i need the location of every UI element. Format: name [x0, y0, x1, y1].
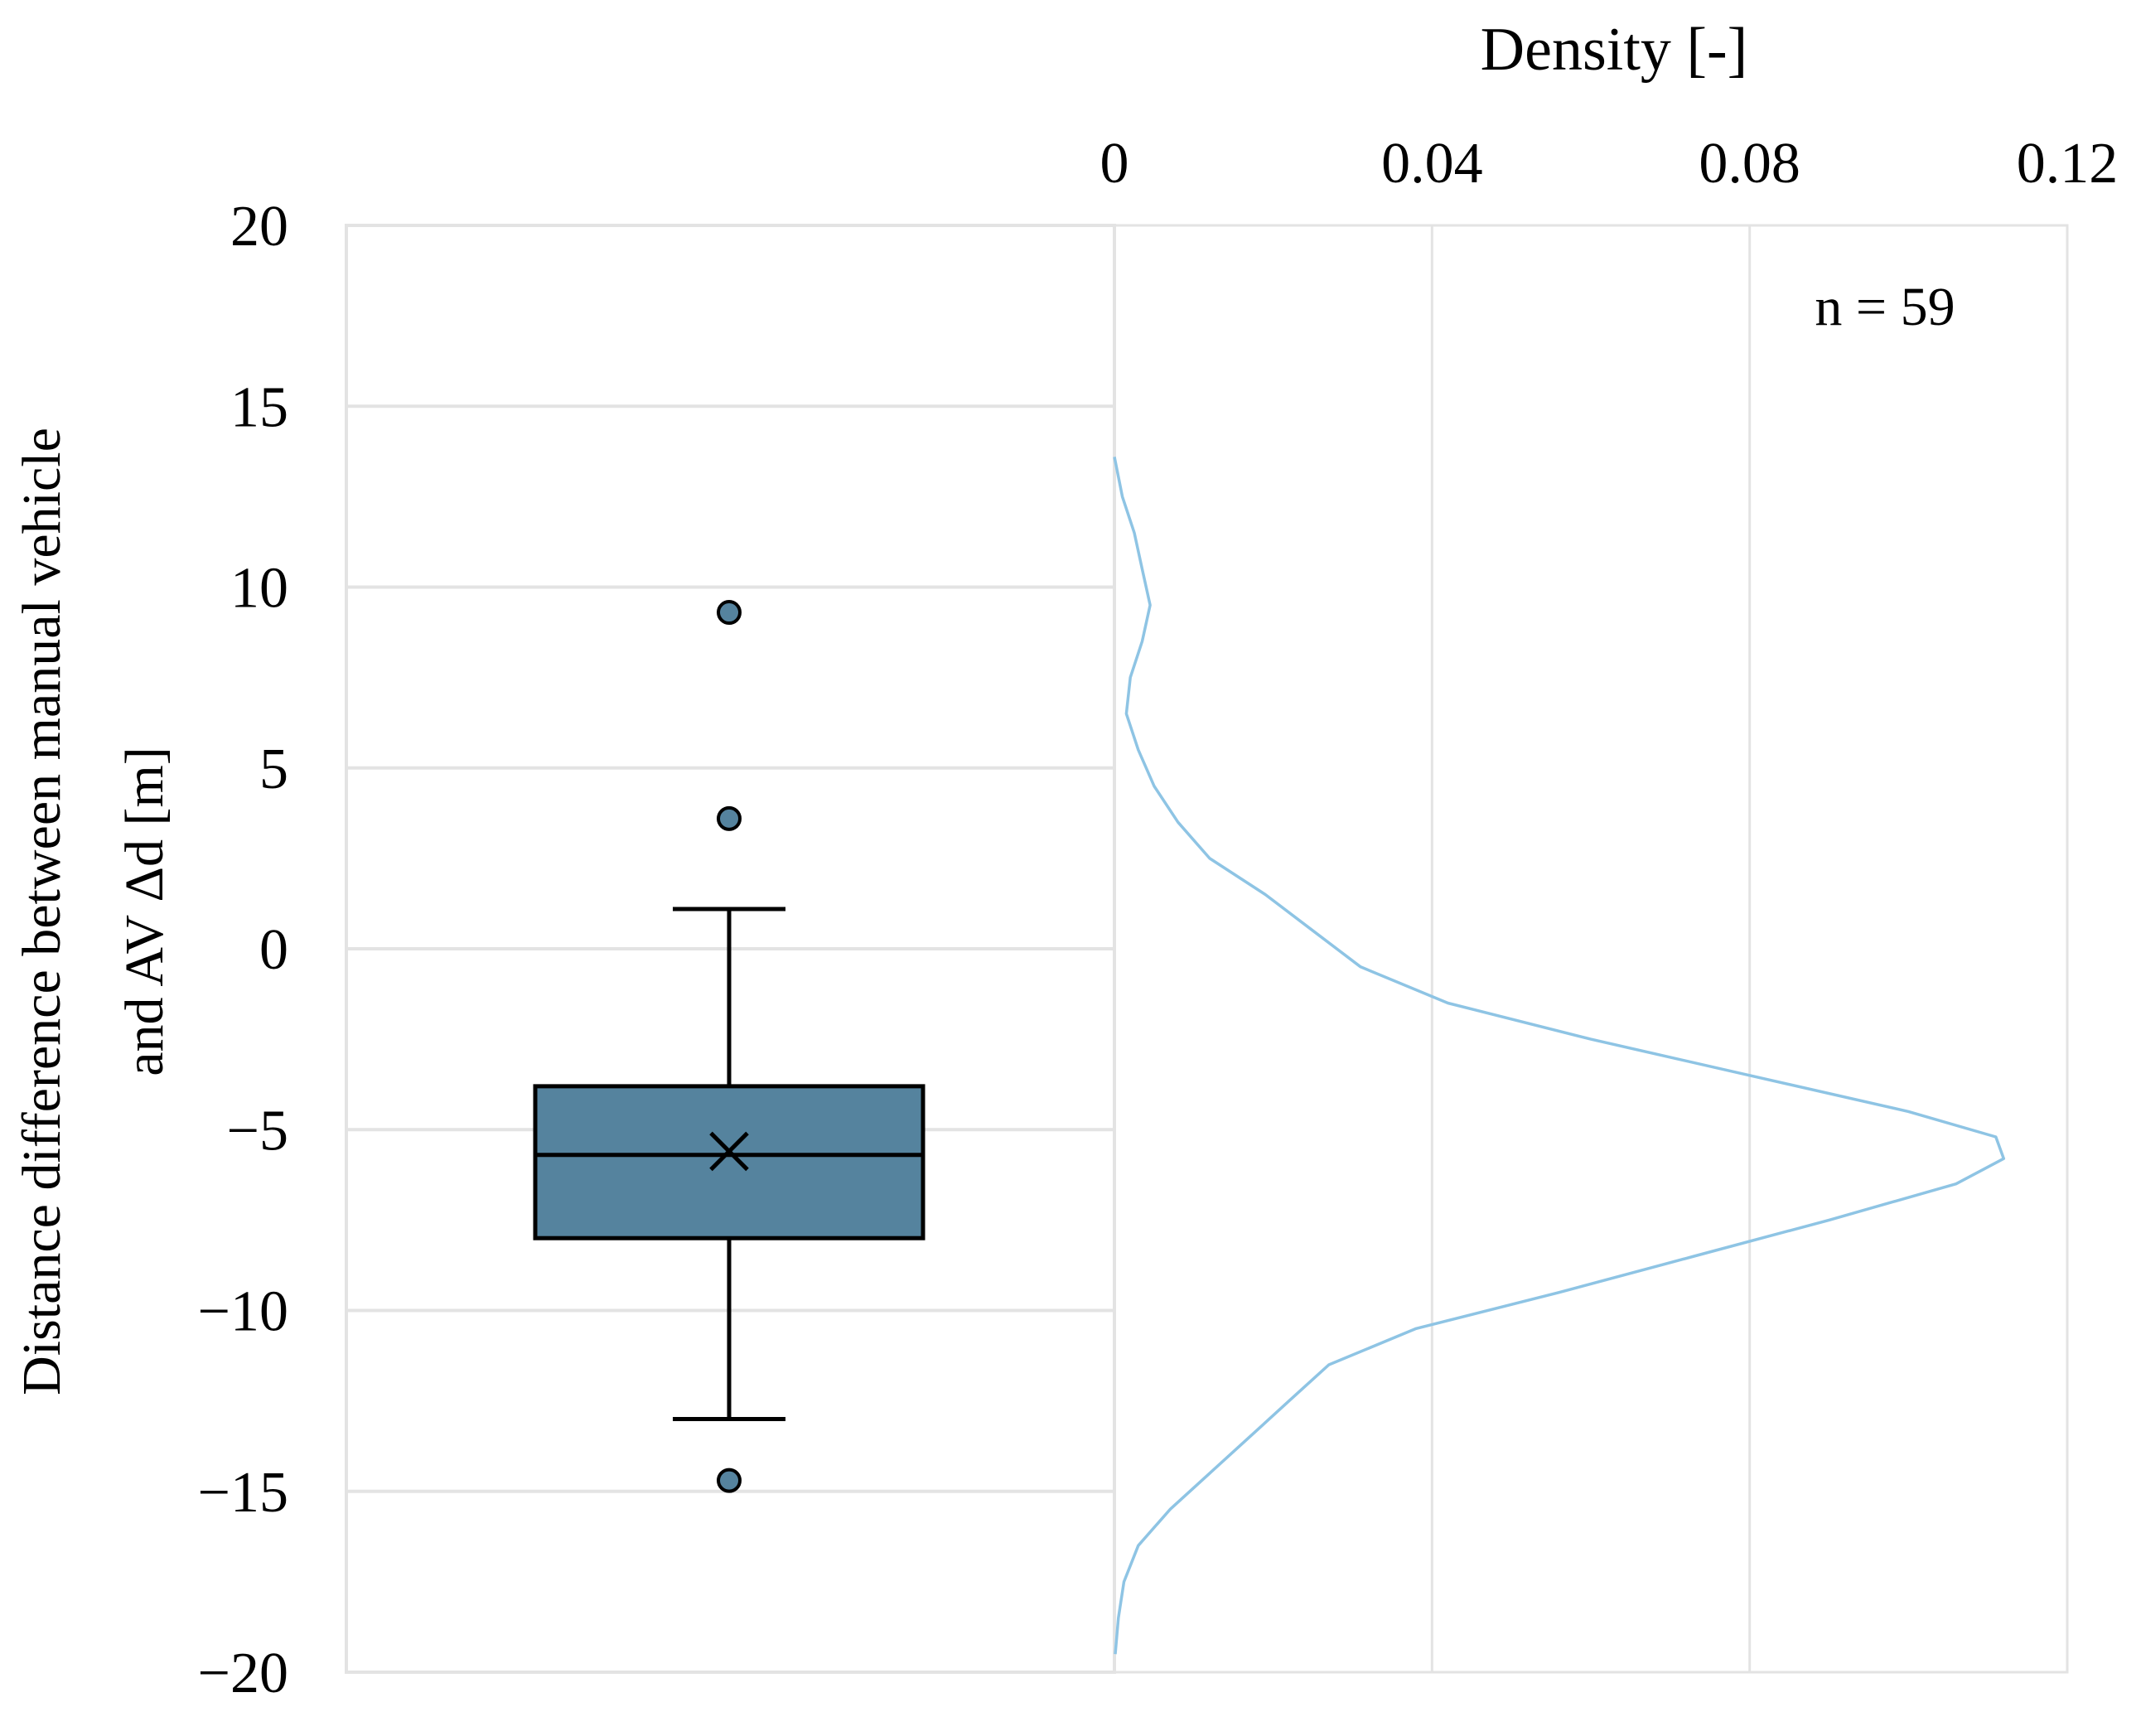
density-plot	[1113, 457, 2006, 1655]
y-tick-label: 20	[230, 195, 288, 259]
y-tick-label: 15	[230, 375, 288, 439]
density-curve	[1113, 457, 2006, 1655]
outlier-point	[717, 600, 742, 626]
y-tick-label: −5	[227, 1099, 288, 1163]
y-tick-label: −15	[198, 1461, 288, 1525]
sample-size-annotation: n = 59	[1815, 277, 1955, 337]
grid-layer	[346, 224, 2069, 1674]
label-layer: Density [-] n = 59 Distance difference b…	[12, 16, 2118, 1705]
density-x-tick-label: 0.08	[1699, 132, 1800, 196]
mean-marker-stroke-2	[709, 1131, 749, 1172]
outlier-point	[717, 805, 742, 831]
y-axis-label-line-2: and AV Δd [m]	[114, 747, 175, 1076]
y-tick-label: 10	[230, 557, 288, 621]
interquartile-box	[533, 1084, 926, 1240]
density-axis-title: Density [-]	[1481, 16, 1748, 84]
y-axis-label-line-1: Distance difference between manual vehic…	[12, 428, 72, 1395]
y-tick-label: 5	[259, 737, 288, 801]
y-tick-label: −20	[198, 1642, 288, 1705]
density-x-tick-label: 0	[1100, 132, 1129, 196]
density-x-tick-label: 0.04	[1381, 132, 1483, 196]
density-panel-frame	[1113, 224, 2069, 1674]
outlier-point	[717, 1468, 742, 1493]
frame-layer	[345, 224, 2069, 1674]
box-plot	[533, 600, 926, 1493]
y-tick-label: 0	[259, 918, 288, 982]
y-tick-label: −10	[198, 1280, 288, 1344]
density-x-tick-label: 0.12	[2017, 132, 2119, 196]
